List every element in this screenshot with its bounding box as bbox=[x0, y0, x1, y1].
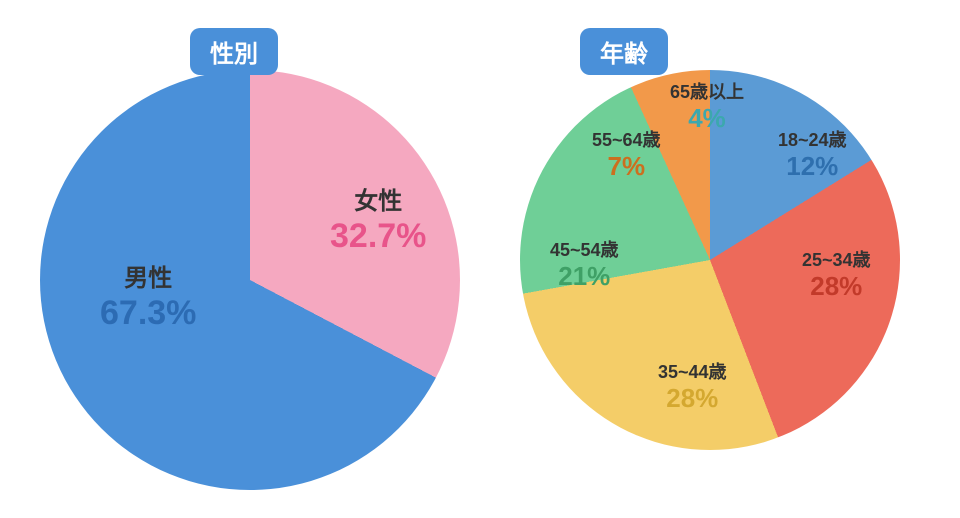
slice-percent: 28% bbox=[658, 384, 727, 414]
slice-percent: 32.7% bbox=[330, 217, 426, 256]
slice-label: 55~64歳7% bbox=[592, 130, 661, 181]
slice-label: 男性67.3% bbox=[100, 265, 196, 333]
gender-pie-wrap: 女性32.7% 男性67.3% bbox=[40, 70, 460, 490]
slice-label: 25~34歳28% bbox=[802, 250, 871, 301]
slice-name: 65歳以上 bbox=[670, 82, 744, 104]
slice-percent: 28% bbox=[802, 272, 871, 302]
slice-label: 45~54歳21% bbox=[550, 240, 619, 291]
gender-chart-panel: 性別 女性32.7% 男性67.3% bbox=[20, 20, 480, 498]
slice-name: 45~54歳 bbox=[550, 240, 619, 262]
slice-name: 25~34歳 bbox=[802, 250, 871, 272]
slice-percent: 7% bbox=[592, 152, 661, 182]
slice-percent: 21% bbox=[550, 262, 619, 292]
age-chart-title: 年齢 bbox=[580, 28, 668, 75]
slice-name: 女性 bbox=[330, 188, 426, 217]
slice-label: 35~44歳28% bbox=[658, 362, 727, 413]
slice-name: 55~64歳 bbox=[592, 130, 661, 152]
slice-label: 女性32.7% bbox=[330, 188, 426, 256]
slice-percent: 12% bbox=[778, 152, 847, 182]
age-pie-wrap: 18~24歳12%25~34歳28%35~44歳28%45~54歳21%55~6… bbox=[520, 70, 900, 450]
slice-label: 18~24歳12% bbox=[778, 130, 847, 181]
slice-name: 35~44歳 bbox=[658, 362, 727, 384]
slice-percent: 67.3% bbox=[100, 294, 196, 333]
slice-name: 18~24歳 bbox=[778, 130, 847, 152]
slice-percent: 4% bbox=[670, 104, 744, 134]
age-chart-panel: 年齢 18~24歳12%25~34歳28%35~44歳28%45~54歳21%5… bbox=[480, 20, 940, 498]
slice-label: 65歳以上4% bbox=[670, 82, 744, 133]
slice-name: 男性 bbox=[100, 265, 196, 294]
gender-chart-title: 性別 bbox=[190, 28, 278, 75]
